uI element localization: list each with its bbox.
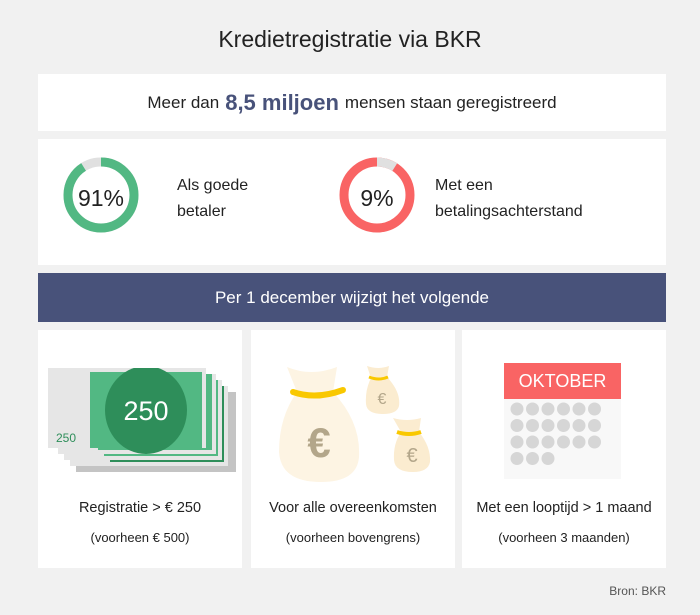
euro-sign: €: [378, 391, 387, 408]
calendar-day-dot: [526, 402, 539, 416]
card-sub: (voorheen bovengrens): [285, 530, 421, 545]
card-agreements: € € € Voor alle overeenkomsten (voorheen…: [251, 330, 455, 568]
calendar-icon: OKTOBER: [504, 363, 621, 479]
calendar-day-dot: [510, 419, 524, 432]
card-caption: Voor alle overeenkomsten: [269, 500, 437, 516]
card-caption: Registratie > € 250: [78, 500, 202, 516]
euro-sign: €: [307, 419, 330, 466]
calendar-day-dot: [588, 402, 601, 416]
calendar-day-dot: [541, 452, 555, 465]
label-line: Als goede: [177, 177, 249, 194]
label-line: betalingsachterstand: [435, 203, 583, 220]
calendar-month: OKTOBER: [504, 363, 621, 399]
calendar-day-dot: [588, 419, 601, 432]
good-payer-label: Als goede betaler: [177, 173, 248, 225]
page-title: Kredietregistratie via BKR: [218, 26, 482, 52]
note-value: 250: [123, 396, 168, 426]
calendar-day-dot: [510, 452, 524, 465]
calendar-day-dot: [541, 402, 555, 416]
calendar-day-dot: [510, 435, 524, 449]
euro-sign: €: [406, 445, 417, 467]
calendar-day-dot: [557, 435, 570, 449]
calendar-day-dot: [588, 435, 601, 449]
card-sub: (voorheen 3 maanden): [498, 530, 630, 545]
label-line: betaler: [177, 203, 226, 220]
calendar-day-dot: [557, 419, 570, 432]
calendar-day-dot: [541, 419, 555, 432]
arrears-percent: 9%: [360, 185, 394, 211]
card-registration: 250 250 Registratie > € 250 (voorheen € …: [38, 330, 242, 568]
calendar-day-dot: [510, 402, 524, 416]
summary-box: Meer dan 8,5 miljoen mensen staan geregi…: [38, 74, 666, 131]
calendar-days: [510, 402, 601, 465]
banknotes-icon: 250 250: [48, 368, 236, 472]
arrears-donut-icon: [339, 157, 415, 233]
money-bags-icon: € € €: [279, 366, 431, 482]
label-line: Met een: [435, 177, 493, 194]
card-duration: OKTOBER Met een looptijd > 1 maand (voor…: [462, 330, 666, 568]
source-note: Bron: BKR: [609, 584, 666, 598]
change-banner: Per 1 december wijzigt het volgende: [38, 273, 666, 322]
calendar-day-dot: [526, 452, 539, 465]
card-caption: Met een looptijd > 1 maand: [476, 500, 652, 516]
stats-box: 91% Als goede betaler 9% Met een betalin…: [38, 139, 666, 265]
good-payer-percent: 91%: [77, 185, 125, 211]
calendar-day-dot: [526, 419, 539, 432]
summary-prefix: Meer dan: [147, 92, 220, 112]
arrears-label: Met een betalingsachterstand: [435, 173, 583, 225]
note-corner-value: 250: [56, 431, 76, 445]
calendar-day-dot: [557, 402, 570, 416]
calendar-day-dot: [572, 435, 586, 449]
good-payer-donut-icon: [63, 157, 139, 233]
summary-highlight: 8,5 miljoen: [225, 89, 339, 115]
summary-suffix: mensen staan geregistreerd: [344, 92, 557, 112]
calendar-day-dot: [572, 419, 586, 432]
calendar-day-dot: [526, 435, 539, 449]
calendar-day-dot: [541, 435, 555, 449]
calendar-day-dot: [572, 402, 586, 416]
card-sub: (voorheen € 500): [90, 530, 190, 545]
